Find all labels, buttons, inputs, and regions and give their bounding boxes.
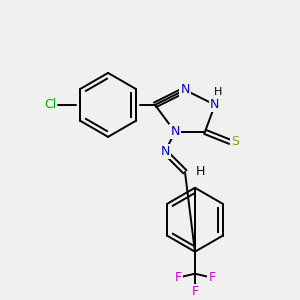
Text: N: N xyxy=(180,83,190,96)
Text: H: H xyxy=(195,165,205,178)
Text: F: F xyxy=(191,285,199,298)
Text: S: S xyxy=(231,135,239,148)
Text: N: N xyxy=(160,145,170,158)
Text: F: F xyxy=(208,271,215,284)
Text: Cl: Cl xyxy=(44,98,56,111)
Text: N: N xyxy=(210,98,220,111)
Text: N: N xyxy=(170,125,180,138)
Text: H: H xyxy=(214,87,222,97)
Text: F: F xyxy=(174,271,182,284)
